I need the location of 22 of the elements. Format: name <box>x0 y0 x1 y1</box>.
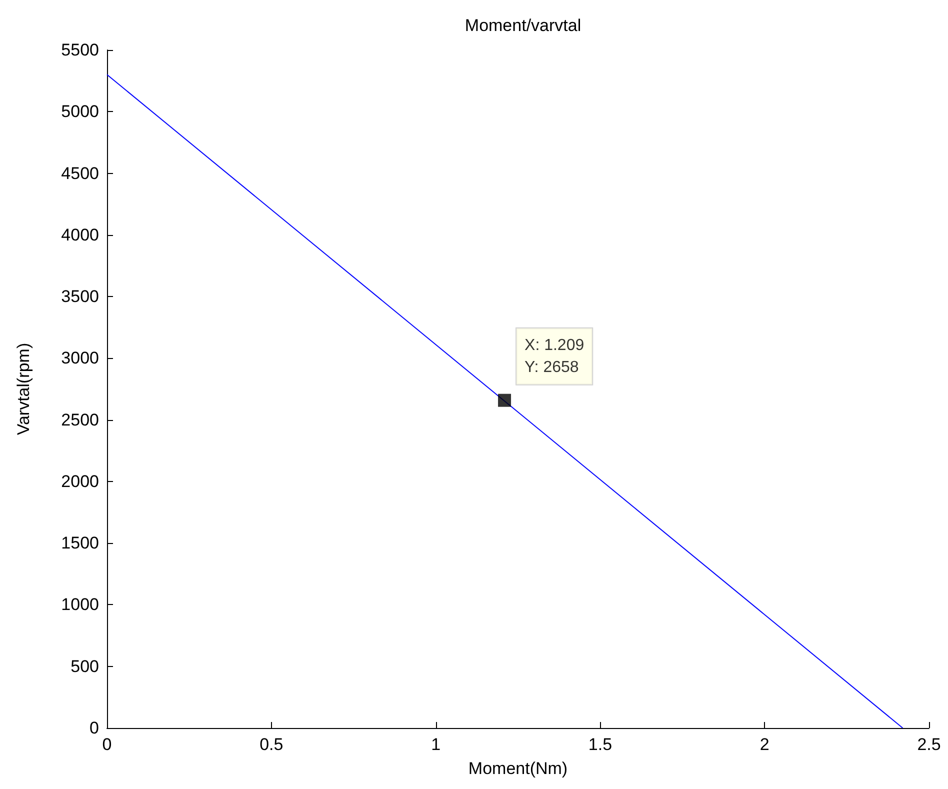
y-tick-label: 500 <box>70 656 99 676</box>
y-tick-label: 2500 <box>61 410 99 430</box>
annotation: X: 1.209 Y: 2658 <box>524 336 584 376</box>
y-tick-label: 5500 <box>61 40 99 60</box>
y-tick-label: 2000 <box>61 472 99 491</box>
x-tick-label: 2.5 <box>917 735 941 754</box>
y-tick-label: 3000 <box>61 348 99 368</box>
y-tick-label: 1000 <box>61 595 99 614</box>
y-tick-label: 4500 <box>61 164 99 183</box>
x-tick-label: 1.5 <box>588 735 612 754</box>
y-tick-label: 0 <box>90 718 99 738</box>
x-tick-label: 2 <box>760 735 770 754</box>
y-axis-title: Varvtal(rpm) <box>14 342 33 436</box>
y-tick-label: 5000 <box>61 102 99 122</box>
x-tick-label: 0.5 <box>260 735 284 754</box>
x-axis-title: Moment(Nm) <box>468 759 568 778</box>
x-tick-label: 1 <box>431 735 441 754</box>
x-tick-label: 0 <box>102 735 112 754</box>
chart-title: Moment/varvtal <box>464 16 582 35</box>
y-tick-label: 1500 <box>61 534 99 553</box>
y-tick-label: 3500 <box>61 287 99 306</box>
y-tick-label: 4000 <box>61 225 99 244</box>
